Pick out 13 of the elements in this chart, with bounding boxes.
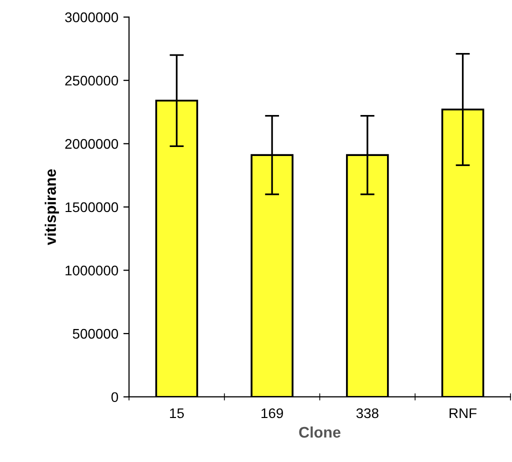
y-axis-title: vitispirane: [44, 169, 59, 246]
x-tick-label: RNF: [450, 408, 476, 418]
x-tick-label: 15: [170, 408, 184, 418]
y-tick-label: 1000000: [66, 266, 118, 276]
x-tick-label: 338: [356, 408, 378, 418]
x-axis-title: Clone: [299, 426, 340, 438]
y-tick-label: 500000: [72, 328, 118, 339]
y-tick-label: 2500000: [65, 76, 118, 86]
y-tick-label: 0: [111, 392, 118, 402]
y-tick-label: 3000000: [65, 12, 118, 22]
y-tick-label: 2000000: [65, 139, 118, 149]
y-tick-label: 1500000: [66, 202, 118, 212]
x-tick-label: 169: [262, 408, 283, 418]
